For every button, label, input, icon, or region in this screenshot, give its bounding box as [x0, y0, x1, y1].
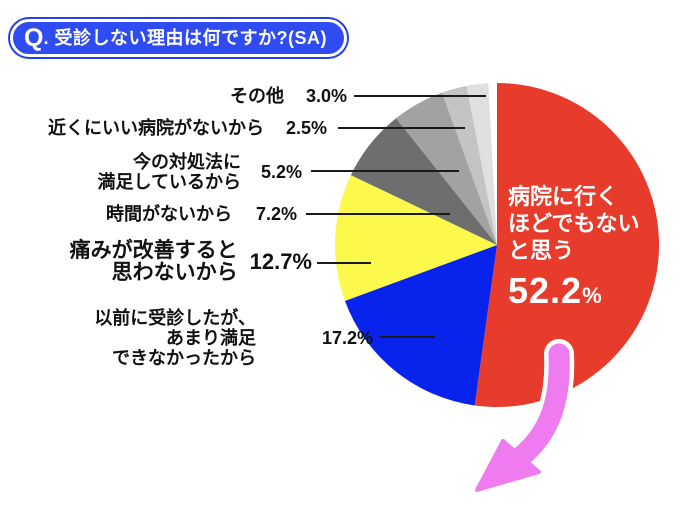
- main-slice-text-line: ほどでもない: [508, 211, 640, 236]
- main-percent-sign: %: [582, 283, 602, 308]
- arrow-shaft: [507, 343, 570, 470]
- pie-slice-0: [474, 82, 660, 408]
- pie-slices: [335, 82, 660, 408]
- pie-slice-3: [350, 118, 497, 245]
- label-row-4: 痛みが改善すると 思わないから 12.7%: [0, 240, 312, 284]
- badge-question-text: . 受診しない理由は何ですか?(SA): [43, 28, 327, 48]
- label-row-0: その他 3.0%: [0, 86, 347, 106]
- label-percent: 2.5%: [285, 118, 327, 138]
- main-slice-percent: 52.2%: [508, 273, 640, 314]
- label-text: 近くにいい病院がないから: [47, 118, 264, 138]
- label-percent: 5.2%: [260, 162, 302, 182]
- badge-q-label: Q: [24, 23, 44, 52]
- label-row-1: 近くにいい病院がないから 2.5%: [0, 118, 327, 138]
- pie-slice-6: [466, 83, 497, 245]
- label-text: 時間がないから: [105, 204, 232, 224]
- pie-slice-4: [396, 92, 497, 245]
- label-row-3: 時間がないから 7.2%: [0, 204, 297, 224]
- label-text: 痛みが改善すると 思わないから: [69, 239, 238, 284]
- main-slice-text: 病院に行く ほどでもない と思う: [508, 183, 640, 264]
- main-slice-text-line: 病院に行く: [508, 184, 619, 209]
- pie-slice-1: [344, 245, 497, 406]
- callout-lines: [306, 95, 486, 338]
- question-badge: Q. 受診しない理由は何ですか?(SA): [10, 19, 347, 57]
- curved-arrow-icon: [472, 339, 575, 495]
- label-percent: 17.2%: [321, 328, 373, 348]
- label-text: 以前に受診したが、 あまり満足 できなかったから: [94, 308, 256, 368]
- arrow-head: [475, 439, 541, 492]
- label-percent: 12.7%: [249, 249, 312, 274]
- pie-slice-5: [442, 85, 497, 246]
- label-percent: 3.0%: [305, 86, 347, 106]
- label-text: その他: [229, 86, 284, 106]
- main-percent-value: 52.2: [508, 270, 583, 311]
- label-percent: 7.2%: [255, 204, 297, 224]
- pie-slice-separator: [488, 83, 497, 245]
- pie-slice-2: [335, 175, 497, 301]
- label-text: 今の対処法に 満足しているから: [97, 152, 241, 192]
- main-slice-label: 病院に行く ほどでもない と思う 52.2%: [508, 183, 640, 314]
- label-row-5: 以前に受診したが、 あまり満足 できなかったから 17.2%: [0, 308, 373, 368]
- label-row-2: 今の対処法に 満足しているから 5.2%: [0, 152, 303, 192]
- main-slice-text-line: と思う: [508, 238, 575, 263]
